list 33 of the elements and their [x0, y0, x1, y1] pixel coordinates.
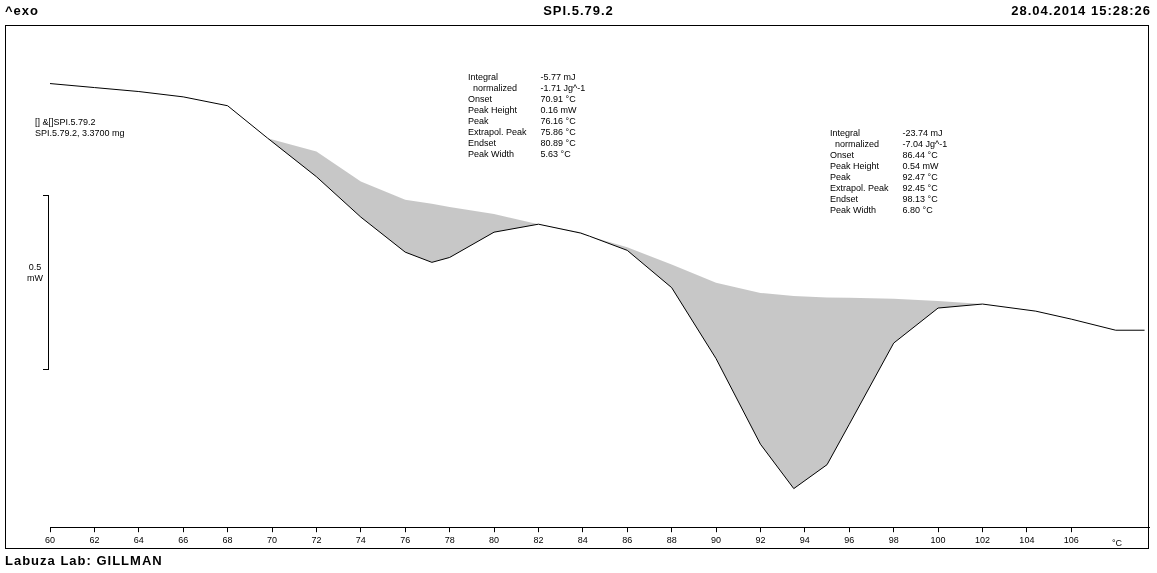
- x-tick-label: 74: [355, 535, 366, 546]
- text: Integral -23.74 mJ normalized -7.04 Jg^-1 Onset 86.44 °C Peak Height 0.54 mW Peak 92.47 °C Extrapol. Peak 92.45 °C Endset 98.13 °C Peak Width 6.80 °C: [830, 128, 948, 215]
- x-tick-label: 78: [444, 535, 455, 546]
- x-tick-label: 68: [222, 535, 233, 546]
- x-tick-label: 98: [888, 535, 899, 546]
- x-tick-label: 84: [577, 535, 588, 546]
- text: Labuza Lab: GILLMAN: [5, 553, 163, 568]
- x-tick-label: 60: [44, 535, 56, 546]
- x-tick-label: 64: [133, 535, 144, 546]
- text: Integral -5.77 mJ normalized -1.71 Jg^-1 Onset 70.91 °C Peak Height 0.16 mW Peak 76.16 °C Extrapol. Peak 75.86 °C Endset 80.89 °C Peak Width 5.63 °C: [468, 72, 586, 159]
- x-tick-label: 100: [930, 535, 946, 546]
- annotation: [] &[]SPI.5.79.2 SPI.5.79.2, 3.3700 mg: [35, 117, 125, 139]
- x-tick-label: 102: [974, 535, 990, 546]
- chart-title: SPI.5.79.2: [543, 3, 614, 18]
- x-tick-label: 88: [666, 535, 677, 546]
- x-tick-label: 76: [400, 535, 411, 546]
- x-tick-label: 70: [267, 535, 278, 546]
- text: 0.5 mW: [27, 262, 43, 284]
- x-tick-label: 62: [89, 535, 100, 546]
- x-tick-label: 94: [799, 535, 810, 546]
- x-tick-label: 66: [178, 535, 189, 546]
- x-tick-label: 80: [489, 535, 500, 546]
- x-tick-label: 90: [711, 535, 722, 546]
- x-tick-label: 86: [622, 535, 633, 546]
- text: ^exo: [5, 3, 39, 18]
- x-axis-title: °C: [1111, 537, 1123, 548]
- chart-subtitle: 28.04.2014 15:28:26: [1011, 3, 1151, 18]
- x-tick-label: 106: [1063, 535, 1079, 546]
- x-tick-label: 96: [844, 535, 855, 546]
- x-tick-label: 104: [1019, 535, 1035, 546]
- x-tick-label: 82: [533, 535, 544, 546]
- x-tick-label: 92: [755, 535, 766, 546]
- x-tick-label: 72: [311, 535, 322, 546]
